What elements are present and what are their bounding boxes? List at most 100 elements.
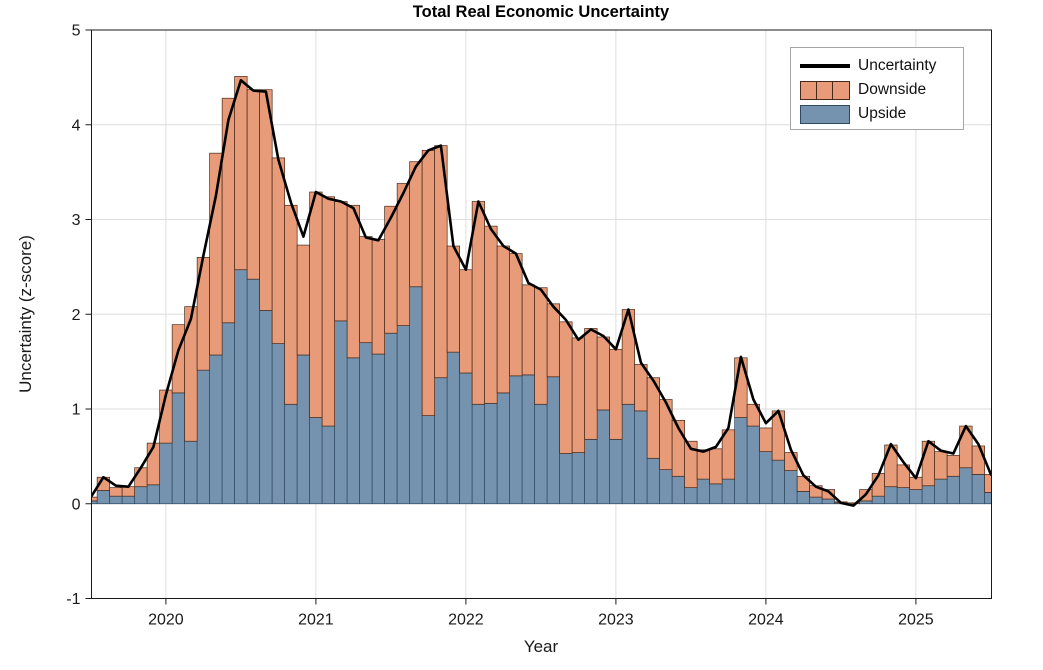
y-tick-label: 3 bbox=[72, 212, 81, 229]
legend-entry-downside: Downside bbox=[800, 80, 926, 100]
downside-bar bbox=[521, 284, 535, 376]
x-tick-label: 2023 bbox=[598, 612, 634, 629]
downside-bar bbox=[946, 455, 960, 477]
x-tick-label: 2025 bbox=[898, 612, 934, 629]
upside-bar bbox=[759, 451, 773, 505]
downside-bar bbox=[934, 451, 948, 480]
upside-bar bbox=[271, 343, 285, 505]
upside-bar bbox=[196, 369, 210, 505]
upside-bar bbox=[721, 478, 735, 505]
downside-bar bbox=[284, 204, 298, 405]
downside-bar bbox=[271, 157, 285, 344]
upside-bar bbox=[234, 269, 248, 505]
legend-label: Downside bbox=[858, 81, 927, 98]
downside-bar bbox=[459, 269, 473, 374]
legend: Uncertainty Downside Upside bbox=[790, 47, 964, 130]
downside-bar bbox=[584, 328, 598, 440]
downside-bar bbox=[109, 487, 123, 497]
downside-bar bbox=[259, 89, 273, 311]
upside-bar bbox=[334, 320, 348, 505]
upside-bar bbox=[584, 438, 598, 505]
upside-bar bbox=[696, 478, 710, 505]
legend-entry-uncertainty: Uncertainty bbox=[800, 56, 936, 76]
upside-bar bbox=[746, 425, 760, 505]
upside-bar bbox=[496, 392, 510, 505]
upside-bar bbox=[596, 409, 610, 505]
downside-bar bbox=[421, 149, 435, 416]
upside-bar bbox=[509, 375, 523, 505]
upside-bar bbox=[671, 475, 685, 505]
upside-bar bbox=[959, 467, 973, 505]
upside-bar bbox=[571, 452, 585, 505]
upside-bar bbox=[821, 498, 835, 505]
upside-bar bbox=[971, 474, 985, 505]
upside-bar bbox=[859, 500, 873, 505]
downside-swatch-icon bbox=[800, 80, 850, 100]
upside-bar bbox=[771, 459, 785, 505]
upside-bar bbox=[734, 417, 748, 505]
downside-bar bbox=[696, 449, 710, 480]
downside-bar bbox=[321, 196, 335, 427]
upside-bar bbox=[109, 495, 123, 505]
downside-bar bbox=[334, 201, 348, 322]
upside-bar bbox=[934, 478, 948, 505]
upside-bar bbox=[909, 489, 923, 505]
upside-bar bbox=[221, 322, 235, 505]
upside-bar bbox=[609, 438, 623, 505]
swatch-divider bbox=[832, 81, 833, 99]
y-tick-label: -1 bbox=[66, 591, 80, 608]
upside-bar bbox=[809, 496, 823, 505]
downside-bar bbox=[171, 324, 185, 394]
upside-bar bbox=[521, 374, 535, 505]
y-tick-label: 2 bbox=[72, 307, 81, 324]
downside-bar bbox=[771, 410, 785, 461]
downside-bar bbox=[309, 191, 323, 418]
legend-label: Uncertainty bbox=[858, 57, 937, 74]
legend-entry-upside: Upside bbox=[800, 104, 906, 124]
legend-label: Upside bbox=[858, 105, 907, 122]
downside-bars bbox=[91, 76, 992, 505]
x-tick-label: 2024 bbox=[748, 612, 784, 629]
downside-bar bbox=[209, 152, 223, 356]
downside-bar bbox=[546, 303, 560, 378]
upside-bar bbox=[121, 495, 135, 505]
upside-bar bbox=[309, 417, 323, 505]
downside-bar bbox=[484, 225, 498, 404]
upside-bar bbox=[134, 486, 148, 505]
downside-bar bbox=[496, 245, 510, 394]
upside-bar bbox=[371, 353, 385, 505]
downside-bar bbox=[721, 429, 735, 480]
upside-bar bbox=[259, 310, 273, 505]
upside-bar bbox=[946, 475, 960, 505]
downside-bar bbox=[121, 486, 135, 497]
upside-bar bbox=[359, 342, 373, 505]
downside-bar bbox=[296, 244, 310, 356]
downside-bar bbox=[234, 76, 248, 271]
downside-bar bbox=[984, 474, 992, 493]
upside-bar bbox=[296, 354, 310, 505]
upside-bar bbox=[171, 392, 185, 505]
axes-box bbox=[85, 29, 992, 605]
upside-bar bbox=[96, 490, 110, 505]
downside-bar bbox=[596, 336, 610, 411]
upside-bar bbox=[896, 487, 910, 505]
upside-bar bbox=[646, 457, 660, 505]
upside-bar bbox=[784, 470, 798, 505]
upside-bar bbox=[471, 403, 485, 505]
upside-bar bbox=[209, 354, 223, 505]
line-swatch-icon bbox=[800, 64, 850, 68]
downside-bar bbox=[359, 236, 373, 344]
upside-bar bbox=[709, 483, 723, 505]
upside-bar bbox=[884, 486, 898, 505]
upside-bar bbox=[984, 492, 992, 505]
upside-bar bbox=[159, 442, 173, 505]
upside-bar bbox=[146, 484, 160, 505]
downside-bar bbox=[746, 403, 760, 427]
x-axis-label: Year bbox=[523, 637, 559, 656]
downside-bar bbox=[509, 253, 523, 377]
upside-bar bbox=[409, 286, 423, 505]
downside-bar bbox=[821, 489, 835, 500]
upside-bar bbox=[871, 495, 885, 505]
